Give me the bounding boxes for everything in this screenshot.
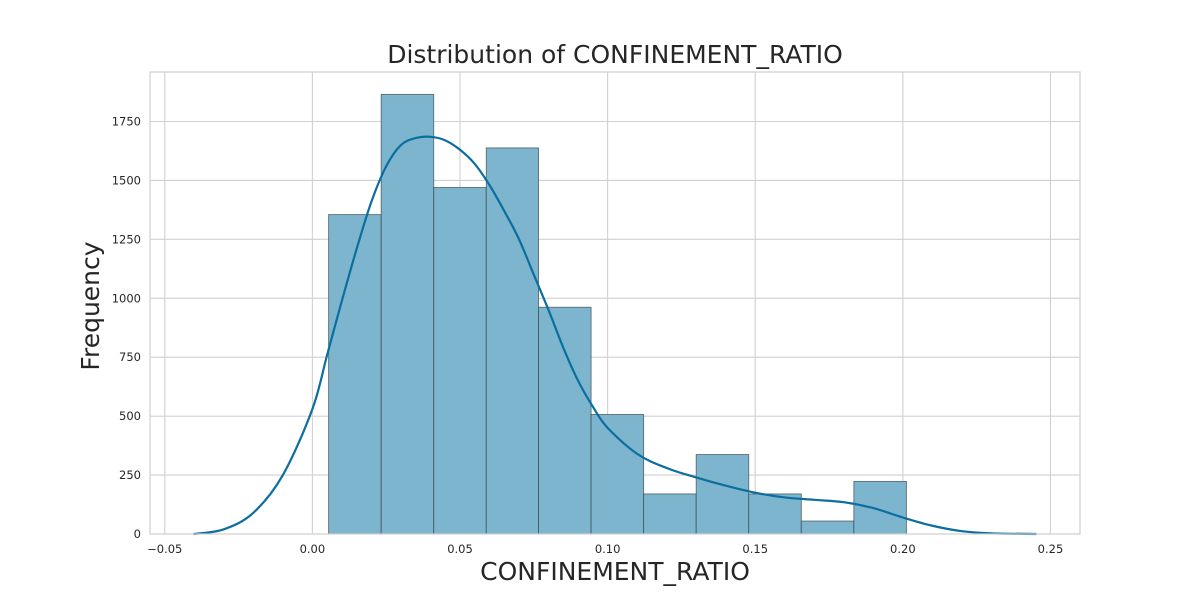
histogram-bar <box>748 493 802 535</box>
histogram-bar <box>800 520 855 535</box>
x-tick-label: 0.15 <box>742 542 768 556</box>
y-axis-ticks: 0 250 500 750 1000 1250 1500 1750 <box>112 115 141 542</box>
x-tick-label: 0.05 <box>447 542 473 556</box>
histogram-bars <box>328 93 907 535</box>
x-tick-label: 0.00 <box>300 542 326 556</box>
y-axis-label: Frequency <box>76 241 105 370</box>
histogram-bar <box>590 414 645 535</box>
histogram-bar <box>538 306 592 535</box>
x-tick-label: 0.10 <box>595 542 621 556</box>
x-tick-label: 0.20 <box>890 542 916 556</box>
kde-curve-group <box>193 135 1037 536</box>
y-tick-label: 750 <box>119 350 141 364</box>
y-tick-label: 500 <box>119 409 141 423</box>
y-tick-label: 1250 <box>112 232 141 246</box>
plot-frame <box>149 71 1081 535</box>
y-tick-label: 1500 <box>112 173 141 187</box>
y-tick-label: 1750 <box>112 115 141 129</box>
histogram-bar <box>328 214 382 535</box>
x-tick-label: −0.05 <box>147 542 182 556</box>
x-tick-label: 0.25 <box>1038 542 1064 556</box>
histogram-bar <box>643 493 697 535</box>
plot-area <box>149 71 1081 536</box>
x-axis-label: CONFINEMENT_RATIO <box>480 557 750 586</box>
histogram-bar <box>485 147 539 535</box>
x-axis-ticks: −0.05 0.00 0.05 0.10 0.15 0.20 0.25 <box>147 542 1063 556</box>
y-tick-label: 250 <box>119 468 141 482</box>
kde-curve <box>193 135 1037 536</box>
y-tick-label: 1000 <box>112 291 141 305</box>
chart-title: Distribution of CONFINEMENT_RATIO <box>387 40 843 69</box>
histogram-bar <box>433 187 487 535</box>
y-tick-label: 0 <box>134 527 141 541</box>
histogram-bar <box>853 480 907 535</box>
histogram-bar <box>695 454 750 535</box>
